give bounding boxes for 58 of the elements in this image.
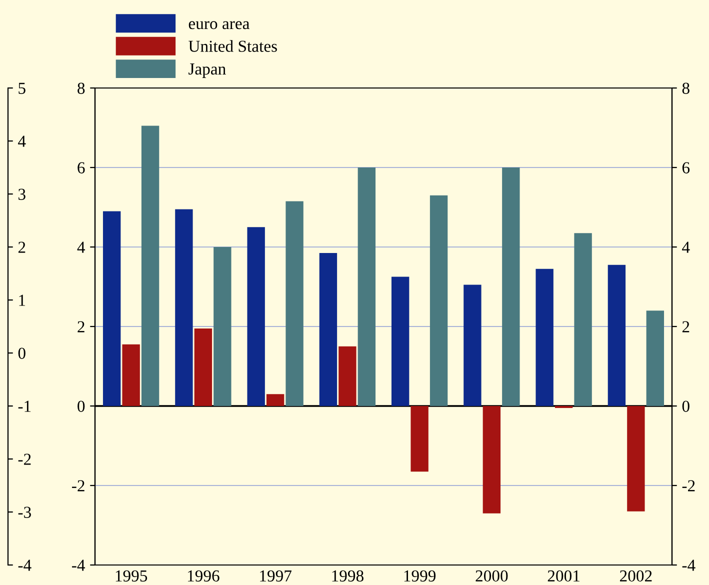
bar <box>122 344 140 406</box>
x-tick-label: 2002 <box>620 570 652 582</box>
y-tick-label: -2 <box>72 480 84 492</box>
y3-tick-label: -3 <box>18 506 31 518</box>
x-tick-label: 1997 <box>260 570 292 582</box>
y3-tick-label: -2 <box>18 454 31 465</box>
y-tick-label: 4 <box>77 242 86 253</box>
y2-tick-label: 6 <box>682 162 690 174</box>
bar <box>141 126 160 406</box>
bar <box>175 209 193 406</box>
bar <box>627 406 645 512</box>
bar <box>358 168 376 406</box>
y-tick-label: -4 <box>72 560 86 571</box>
bar <box>266 394 284 406</box>
bar <box>102 211 121 406</box>
bar <box>482 406 501 514</box>
y-tick-label: 8 <box>78 82 85 94</box>
bar <box>338 346 356 406</box>
x-tick-label: 2000 <box>476 570 508 582</box>
x-tick-label: 1998 <box>332 570 364 582</box>
bar <box>574 233 592 406</box>
legend-label: euro area <box>188 21 250 30</box>
bar <box>247 227 265 406</box>
y2-tick-label: 2 <box>682 321 690 332</box>
x-tick-label: 1996 <box>188 570 220 582</box>
bar <box>536 268 554 406</box>
legend-label: Japan <box>188 64 226 78</box>
x-tick-label: 1995 <box>116 570 148 582</box>
y2-tick-label: 8 <box>682 82 690 94</box>
bar <box>286 201 304 406</box>
x-tick-label: 1999 <box>404 570 436 582</box>
legend-label: United States <box>188 40 277 52</box>
y3-tick-label: -4 <box>18 560 32 571</box>
y3-tick-label: 1 <box>19 294 26 306</box>
y-tick-label: 6 <box>78 162 85 174</box>
bar <box>391 276 410 406</box>
y2-tick-label: -2 <box>682 480 695 492</box>
y2-tick-label: 0 <box>682 400 690 412</box>
bar <box>646 310 664 406</box>
bar <box>430 195 448 406</box>
bar <box>464 284 482 406</box>
x-tick-label: 2001 <box>548 570 580 582</box>
y-tick-label: 2 <box>78 321 84 332</box>
y2-tick-label: -4 <box>682 560 696 571</box>
y-tick-label: 0 <box>78 400 85 412</box>
y3-tick-label: 4 <box>18 136 26 147</box>
y3-tick-label: 2 <box>18 242 26 253</box>
y3-tick-label: 3 <box>18 188 26 200</box>
bar <box>214 247 232 406</box>
bar <box>319 252 338 406</box>
y2-tick-label: 4 <box>682 242 690 253</box>
y3-tick-label: 0 <box>18 348 26 359</box>
y3-tick-label: 5 <box>18 82 26 94</box>
bar <box>502 168 520 406</box>
bar <box>410 406 428 472</box>
bar <box>608 264 626 406</box>
bar <box>194 328 212 406</box>
y3-tick-label: -1 <box>18 400 31 412</box>
